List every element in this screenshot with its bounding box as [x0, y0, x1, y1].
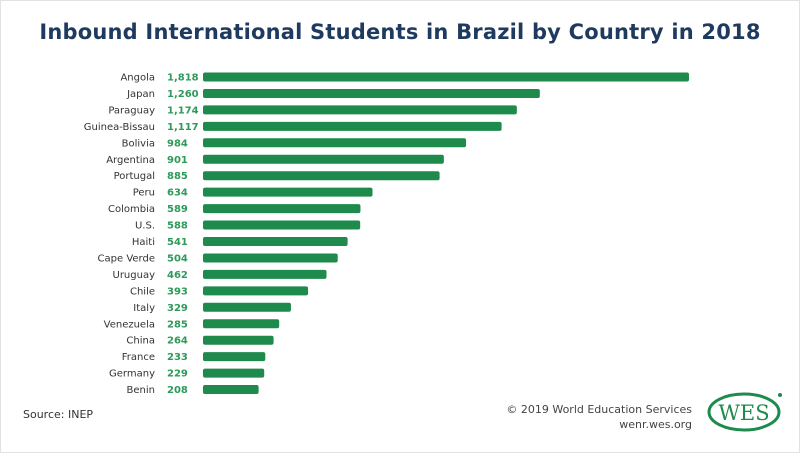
- svg-text:WES: WES: [718, 401, 769, 425]
- bar: [203, 352, 266, 362]
- category-label: France: [122, 352, 155, 363]
- value-label: 208: [167, 385, 188, 396]
- category-label: Haiti: [132, 237, 155, 248]
- bar: [203, 105, 517, 115]
- bar: [203, 385, 259, 395]
- chart-title: Inbound International Students in Brazil…: [39, 20, 761, 44]
- copyright-text: © 2019 World Education Services: [506, 403, 692, 416]
- value-label: 229: [167, 369, 188, 380]
- bar: [203, 154, 444, 164]
- category-label: Colombia: [108, 204, 155, 215]
- category-label: Italy: [133, 303, 155, 314]
- bar: [203, 220, 361, 230]
- category-label: Peru: [133, 188, 155, 199]
- wes-logo: WES: [707, 392, 782, 432]
- category-label: Bolivia: [122, 138, 155, 149]
- bar: [203, 138, 467, 148]
- value-label: 1,260: [167, 89, 199, 100]
- category-label: Venezuela: [104, 319, 155, 330]
- bar: [203, 187, 373, 197]
- value-label: 504: [167, 253, 188, 264]
- bar: [203, 88, 540, 98]
- value-label: 1,818: [167, 73, 199, 84]
- category-label: Germany: [109, 369, 155, 380]
- bar: [203, 204, 361, 214]
- value-label: 588: [167, 221, 188, 232]
- value-label: 885: [167, 171, 188, 182]
- bar: [203, 302, 291, 312]
- value-label: 984: [167, 138, 188, 149]
- category-label: Chile: [130, 286, 155, 297]
- category-label: Portugal: [114, 171, 155, 182]
- value-label: 462: [167, 270, 188, 281]
- category-label: Cape Verde: [98, 253, 155, 264]
- bar: [203, 253, 338, 263]
- bar: [203, 72, 689, 82]
- category-label: Benin: [127, 385, 155, 396]
- bar: [203, 319, 280, 329]
- value-label: 393: [167, 286, 188, 297]
- website-url: wenr.wes.org: [619, 418, 692, 431]
- value-label: 634: [167, 188, 188, 199]
- bar: [203, 121, 502, 131]
- copyright-block: © 2019 World Education Services wenr.wes…: [506, 402, 692, 432]
- value-label: 1,117: [167, 122, 199, 133]
- bar: [203, 237, 348, 246]
- bar: [203, 286, 309, 296]
- value-label: 329: [167, 303, 188, 314]
- value-label: 1,174: [167, 105, 199, 116]
- category-label: Guinea-Bissau: [84, 122, 155, 133]
- bar: [203, 368, 265, 378]
- bar: [203, 335, 274, 345]
- category-label: Uruguay: [113, 270, 156, 281]
- category-label: Japan: [126, 89, 155, 100]
- value-label: 264: [167, 336, 188, 347]
- bar: [203, 171, 440, 181]
- value-label: 233: [167, 352, 188, 363]
- value-label: 541: [167, 237, 188, 248]
- category-label: China: [126, 336, 155, 347]
- category-label: Argentina: [106, 155, 155, 166]
- value-label: 285: [167, 319, 188, 330]
- source-note: Source: INEP: [23, 408, 94, 421]
- category-label: U.S.: [135, 221, 155, 232]
- category-label: Paraguay: [108, 105, 155, 116]
- value-label: 901: [167, 155, 188, 166]
- value-label: 589: [167, 204, 188, 215]
- bar: [203, 269, 327, 279]
- category-label: Angola: [120, 73, 155, 84]
